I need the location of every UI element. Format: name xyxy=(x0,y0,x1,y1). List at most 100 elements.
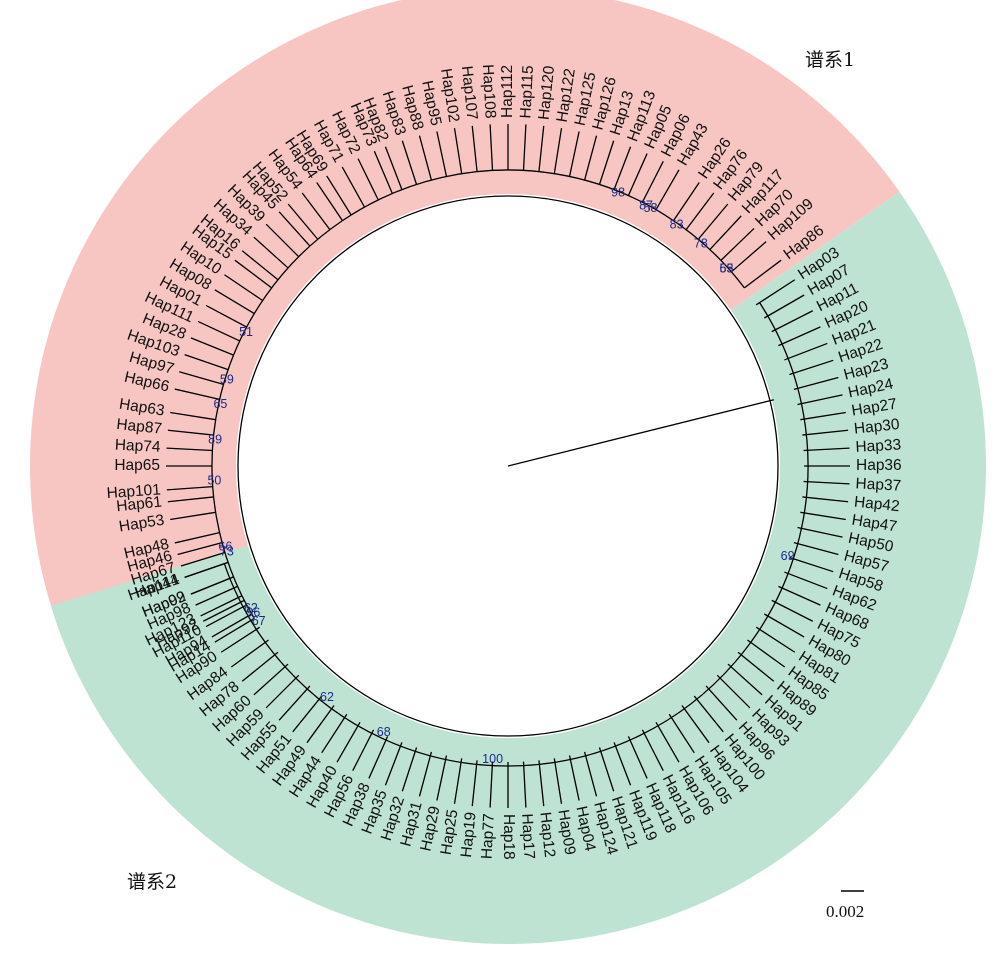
lineage1-tip-branch xyxy=(655,169,680,210)
bootstrap-value: 59 xyxy=(220,372,234,386)
lineage1-tip-branch xyxy=(174,388,220,401)
lineage2-tip-label: Hap47 xyxy=(850,512,898,536)
lineage1-tip-branch xyxy=(190,337,234,356)
lineage2-tip-branch xyxy=(784,571,828,590)
lineage1-tip-branch xyxy=(205,604,247,628)
lineage1-tip-branch xyxy=(744,259,782,289)
lineage2-tip-branch xyxy=(705,685,738,721)
lineage1-tip-branch xyxy=(553,128,563,174)
lineage2-tip-branch xyxy=(693,695,724,733)
lineage1-tip-branch xyxy=(214,617,255,643)
lineage2-tip-branch xyxy=(598,747,615,792)
lineage1-tip-label: Hap87 xyxy=(116,416,163,438)
lineage2-tip-branch xyxy=(538,760,545,807)
bootstrap-value: 68 xyxy=(377,725,391,739)
lineage2-tip-branch xyxy=(190,576,234,595)
lineage2-tip-branch xyxy=(553,758,563,804)
lineage1-tip-branch xyxy=(453,128,463,174)
bootstrap-value: 69 xyxy=(781,549,795,563)
lineage2-tip-branch xyxy=(716,674,751,709)
lineage1-tip-label: Hap107 xyxy=(458,65,481,121)
bootstrap-labels: 5089655951736662988758837863556910068629… xyxy=(207,186,794,766)
lineage1-tip-branch xyxy=(316,182,344,221)
lineage2-tip-branch xyxy=(278,685,311,721)
lineage2-tip-branch xyxy=(241,651,279,682)
lineage2-tip-branch xyxy=(253,663,289,696)
lineage2-tip-branch xyxy=(803,447,850,452)
lineage2-tip-branch xyxy=(336,722,361,763)
bootstrap-value: 66 xyxy=(218,539,232,553)
lineage2-tip-branch xyxy=(727,663,763,696)
lineage2-tip-label: Hap18 xyxy=(500,814,517,860)
lineage2-tip-label: Hap12 xyxy=(536,811,558,858)
lineage1-tip-branch xyxy=(167,429,214,436)
lineage1-tip-branch xyxy=(184,354,229,371)
lineage2-tip-branch xyxy=(789,556,834,573)
backbone-circle xyxy=(237,195,779,737)
lineage1-tip-branch xyxy=(436,131,448,177)
lineage2-tip-branch xyxy=(789,359,834,376)
lineage2-tip-label: Hap37 xyxy=(855,475,902,494)
lineage1-tip-branch xyxy=(522,124,527,171)
lineage2-tip-branch xyxy=(352,729,375,772)
lineage2-tip-branch xyxy=(802,429,849,436)
lineage2-tip-branch xyxy=(764,613,805,638)
lineage1-tip-branch xyxy=(538,125,545,172)
lineage2-tip-branch xyxy=(230,639,269,668)
lineage1-tip-branch xyxy=(234,259,272,289)
lineage1-tip-label: Hap108 xyxy=(479,64,499,119)
lineage1-tip-branch xyxy=(613,146,632,190)
lineage1-tip-branch xyxy=(384,146,403,190)
lineage1-tip-branch xyxy=(170,511,216,521)
lineage2-tip-label: Hap36 xyxy=(856,457,902,474)
lineage2-tip-branch xyxy=(583,751,598,797)
lineage2-tip-branch xyxy=(747,639,786,668)
lineage1-tip-label: Hap61 xyxy=(116,494,163,516)
lineage1-tip-label: Hap63 xyxy=(118,396,166,420)
lineage1-tip-label: Hap120 xyxy=(536,65,559,121)
lineage1-tip-label: Hap112 xyxy=(499,65,516,118)
lineage2-band xyxy=(50,191,987,945)
lineage2-tip-branch xyxy=(292,695,323,733)
lineage1-tip-branch xyxy=(177,541,223,556)
lineage2-tip-branch xyxy=(771,599,814,622)
lineage1-tip-label: Hap101 xyxy=(106,481,161,502)
lineage1-tip-branch xyxy=(214,289,255,315)
lineage2-tip-branch xyxy=(401,747,418,792)
lineage2-tip-branch xyxy=(655,722,680,763)
lineage2-tip-label: Hap33 xyxy=(855,437,902,456)
lineage2-tip-label: Hap09 xyxy=(554,808,578,856)
lineage2-tip-branch xyxy=(220,626,261,653)
lineage2-tip-label: Hap77 xyxy=(479,813,498,860)
lineage2-tip-branch xyxy=(641,729,664,772)
tree-branches xyxy=(166,124,850,808)
bootstrap-value: 83 xyxy=(670,217,684,231)
bootstrap-value: 50 xyxy=(207,474,221,488)
lineage2-tip-branch xyxy=(771,310,814,333)
lineage1-tip-branch xyxy=(301,192,331,230)
lineage1-tip-branch xyxy=(180,551,226,567)
lineage2-tip-branch xyxy=(613,742,632,786)
bootstrap-value: 98 xyxy=(611,186,625,200)
lineage1-tip-branch xyxy=(200,595,243,617)
lineage2-tip-branch xyxy=(522,761,527,808)
lineage1-tip-branch xyxy=(373,150,393,194)
bootstrap-value: 62 xyxy=(244,601,258,615)
lineage2-tip-branch xyxy=(797,394,843,406)
lineage2-tip-branch xyxy=(195,585,238,606)
lineage1-tip-branch xyxy=(241,250,279,281)
lineage1-tip-branch xyxy=(278,211,311,247)
lineage1-tip-branch xyxy=(265,223,300,258)
lineage1-tip-branch xyxy=(730,241,767,273)
lineage2-tip-branch xyxy=(668,713,695,754)
lineage1-tip-branch xyxy=(166,447,213,452)
lineage1-tip-branch xyxy=(167,496,214,503)
lineage2-tip-branch xyxy=(627,736,648,779)
lineage2-tip-branch xyxy=(568,755,580,801)
root-branch xyxy=(507,399,775,467)
lineage1-tip-label: Hap53 xyxy=(118,512,166,536)
lineage2-tip-branch xyxy=(489,761,494,808)
lineage1-tip-branch xyxy=(197,320,241,342)
lineage1-tip-branch xyxy=(174,531,220,544)
bootstrap-value: 73 xyxy=(220,544,234,558)
